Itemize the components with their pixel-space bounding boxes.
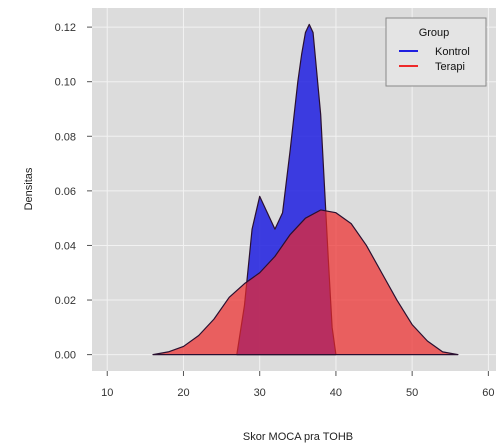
x-tick-label: 30 xyxy=(254,387,266,399)
legend: Group Kontrol Terapi xyxy=(385,17,487,87)
x-tick-label: 40 xyxy=(330,387,342,399)
y-tick-label: 0.06 xyxy=(55,186,76,198)
y-axis-ticks: 0.00 0.02 0.04 0.06 0.08 0.10 0.12 xyxy=(55,22,92,362)
x-tick-label: 10 xyxy=(101,387,113,399)
y-tick-label: 0.00 xyxy=(55,350,76,362)
y-tick-label: 0.08 xyxy=(55,131,76,143)
y-tick-label: 0.02 xyxy=(55,295,76,307)
density-curves xyxy=(152,23,459,356)
legend-title: Group xyxy=(419,27,450,39)
y-tick-label: 0.10 xyxy=(55,77,76,89)
legend-label-kontrol: Kontrol xyxy=(435,46,470,58)
x-tick-label: 20 xyxy=(177,387,189,399)
x-axis-ticks: 10 20 30 40 50 60 xyxy=(101,371,495,399)
x-tick-label: 50 xyxy=(406,387,418,399)
y-tick-label: 0.04 xyxy=(55,240,76,252)
x-tick-label: 60 xyxy=(482,387,494,399)
y-axis-title: Densitas xyxy=(23,167,35,210)
x-axis-title: Skor MOCA pra TOHB xyxy=(243,431,353,443)
legend-label-terapi: Terapi xyxy=(435,61,465,73)
y-tick-label: 0.12 xyxy=(55,22,76,34)
density-area-terapi xyxy=(152,209,459,356)
